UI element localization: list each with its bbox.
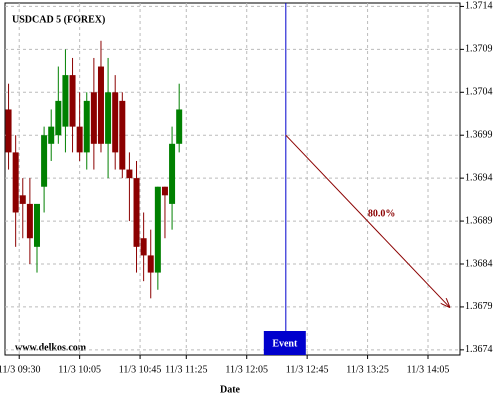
- candle-body: [83, 100, 90, 153]
- x-tick-label: 11/3 10:05: [58, 364, 101, 375]
- y-tick-label: 1.3714: [465, 1, 493, 12]
- projection-arrow: [285, 134, 450, 307]
- candle-body: [55, 100, 62, 136]
- event-label: Event: [272, 338, 298, 349]
- candle-body: [33, 203, 40, 247]
- candle-body: [12, 152, 19, 213]
- candle-body: [161, 186, 168, 196]
- candle-body: [133, 178, 140, 247]
- candle-body: [105, 92, 112, 144]
- candle-body: [26, 203, 33, 239]
- y-tick-label: 1.3709: [465, 44, 493, 55]
- x-tick-label: 11/3 11:25: [165, 364, 207, 375]
- candle-body: [5, 109, 12, 153]
- y-tick-label: 1.3694: [465, 172, 493, 183]
- watermark: www.delkos.com: [15, 342, 87, 353]
- candle-body: [19, 195, 26, 204]
- x-axis-title: Date: [220, 384, 241, 395]
- y-tick-label: 1.3689: [465, 215, 493, 226]
- candle-body: [147, 255, 154, 273]
- candle-body: [62, 75, 69, 127]
- plot-frame: [4, 2, 461, 356]
- candle-body: [119, 100, 126, 170]
- y-tick-label: 1.3684: [465, 258, 493, 269]
- x-tick-label: 11/3 14:05: [407, 364, 450, 375]
- candle-body: [90, 92, 97, 144]
- candle-body: [48, 126, 55, 144]
- candle-body: [69, 75, 76, 127]
- projection-label: 80.0%: [368, 208, 396, 219]
- x-tick-label: 11/3 09:30: [0, 364, 41, 375]
- chart-title: USDCAD 5 (FOREX): [12, 14, 105, 25]
- y-tick-label: 1.3679: [465, 301, 493, 312]
- candle-body: [76, 126, 83, 153]
- x-tick-label: 11/3 13:25: [346, 364, 389, 375]
- x-tick-label: 11/3 12:45: [286, 364, 329, 375]
- y-tick-label: 1.3674: [465, 344, 493, 355]
- candle-body: [112, 92, 119, 153]
- y-tick-label: 1.3704: [465, 87, 493, 98]
- candle-body: [154, 186, 161, 273]
- candle-body: [169, 143, 176, 204]
- candle-body: [126, 169, 133, 179]
- x-tick-label: 11/3 12:05: [225, 364, 268, 375]
- event-box: [263, 331, 306, 355]
- candle-body: [41, 135, 48, 187]
- y-tick-label: 1.3699: [465, 130, 493, 141]
- candle-body: [97, 66, 104, 144]
- candle-body: [176, 109, 183, 144]
- candle-body: [140, 238, 147, 256]
- x-tick-label: 11/3 10:45: [119, 364, 162, 375]
